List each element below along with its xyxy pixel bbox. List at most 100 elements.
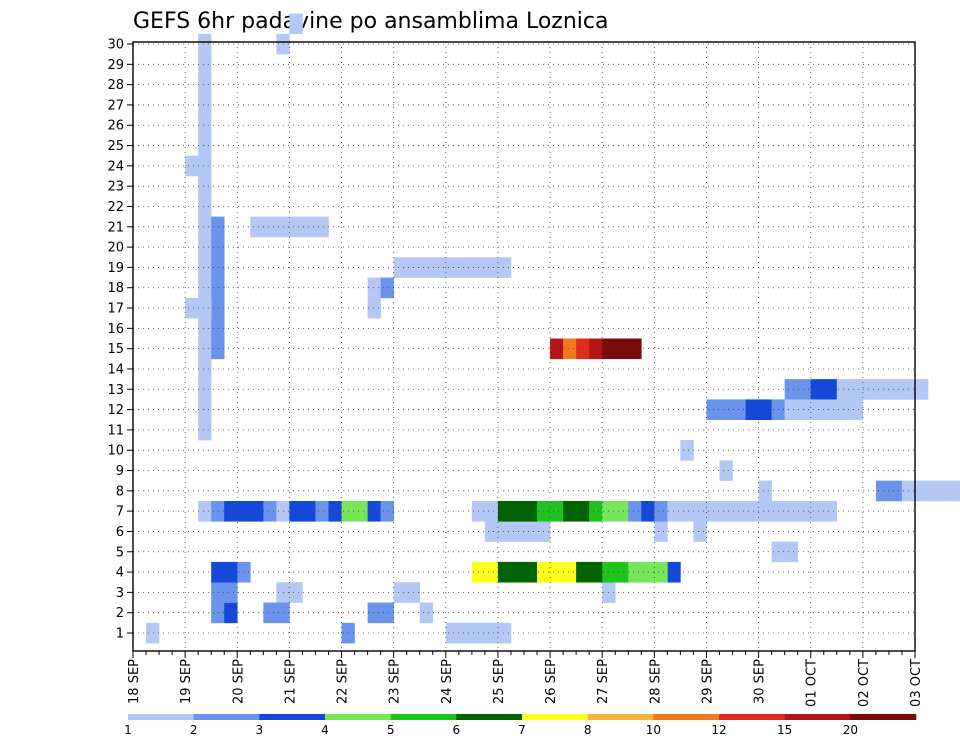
heatmap-cell [654, 521, 668, 542]
y-tick-label: 1 [116, 627, 124, 642]
y-tick-label: 3 [116, 586, 124, 601]
colorbar-label: 15 [777, 723, 792, 737]
heatmap-cell [198, 379, 212, 400]
heatmap-cell [263, 500, 277, 522]
colorbar-swatch [653, 714, 720, 720]
colorbar-label: 2 [190, 723, 198, 737]
heatmap-cell [888, 379, 903, 400]
heatmap-cell [328, 500, 342, 522]
colorbar: 1 2 3 4 5 6 7 8 10 12 15 20 [124, 714, 917, 737]
colorbar-label: 5 [387, 723, 395, 737]
heatmap-cell [224, 500, 238, 522]
colorbar-label: 4 [321, 723, 329, 737]
heatmap-cell [497, 561, 512, 583]
heatmap-cell [289, 582, 303, 603]
heatmap-cell [615, 500, 629, 522]
colorbar-swatch [587, 714, 654, 720]
y-tick-label: 10 [107, 444, 124, 459]
heatmap-cell [198, 115, 212, 136]
y-tick-label: 14 [107, 362, 124, 377]
heatmap-cell [563, 338, 577, 360]
x-tick-label: 28 SEP [648, 659, 663, 704]
heatmap-cell [198, 419, 212, 441]
x-tick-label: 23 SEP [388, 659, 403, 704]
y-tick-label: 5 [116, 545, 124, 560]
heatmap-cell [576, 561, 590, 583]
y-tick-label: 4 [116, 566, 124, 581]
y-tick-label: 25 [107, 139, 124, 154]
heatmap-cell [823, 379, 838, 400]
heatmap-cell [198, 196, 212, 217]
y-tick-label: 17 [107, 302, 124, 317]
x-tick-label: 22 SEP [336, 659, 351, 704]
colorbar-swatch [850, 714, 917, 720]
heatmap-cell [367, 297, 381, 319]
colorbar-swatch [193, 714, 260, 720]
heatmap-cell [954, 480, 960, 502]
heatmap-cell [354, 500, 368, 522]
x-tick-label: 26 SEP [544, 659, 559, 704]
heatmap-cell [367, 500, 381, 522]
y-tick-label: 16 [107, 322, 124, 337]
heatmap-cell [367, 277, 381, 299]
colorbar-swatch [719, 714, 785, 720]
heatmap-cell [380, 602, 394, 624]
colorbar-label: 7 [518, 723, 526, 737]
colorbar-swatch [784, 714, 851, 720]
heatmap-cell [915, 480, 929, 502]
heatmap-cell [667, 500, 681, 522]
y-tick-label: 8 [116, 484, 124, 499]
colorbar-label: 8 [584, 723, 592, 737]
y-tick-label: 29 [107, 58, 124, 73]
heatmap-cell [849, 379, 864, 400]
colorbar-swatch [390, 714, 457, 720]
heatmap-cell [211, 216, 225, 238]
heatmap-cell [875, 379, 890, 400]
heatmap-cell [928, 480, 942, 502]
grid-layer [132, 42, 916, 651]
heatmap-cell [289, 500, 303, 522]
heatmap-cell [915, 379, 929, 400]
heatmap-cell [719, 500, 733, 522]
heatmap-cell [484, 561, 499, 583]
heatmap-cell [198, 236, 212, 258]
heatmap-cell [732, 399, 746, 421]
heatmap-cell [576, 500, 590, 522]
heatmap-cell [198, 318, 212, 339]
heatmap-cell [263, 602, 277, 624]
heatmap-cell [550, 500, 564, 522]
heatmap-cell [875, 480, 890, 502]
heatmap-cell [198, 176, 212, 197]
heatmap-cell [758, 500, 772, 522]
heatmap-cell [797, 399, 812, 421]
heatmap-cell [654, 500, 668, 522]
y-tick-label: 12 [107, 403, 124, 418]
y-tick-label: 15 [107, 342, 124, 357]
heatmap-cell [458, 257, 473, 278]
heatmap-cell [250, 216, 264, 238]
y-tick-label: 2 [116, 606, 124, 621]
heatmap-cell [302, 500, 316, 522]
heatmap-cell [628, 561, 642, 583]
heatmap-cell [497, 257, 512, 278]
heatmap-cell [198, 33, 212, 55]
y-tick-label: 28 [107, 78, 124, 93]
colorbar-label: 20 [843, 723, 858, 737]
heatmap-cell [589, 338, 603, 360]
heatmap-cell [576, 338, 590, 360]
heatmap-cell [810, 500, 825, 522]
heatmap-cell [693, 500, 707, 522]
y-tick-label: 19 [107, 261, 124, 276]
y-tick-label: 11 [107, 423, 124, 438]
x-tick-label: 29 SEP [700, 659, 715, 704]
x-tick-label: 19 SEP [179, 659, 194, 704]
y-tick-label: 26 [107, 119, 124, 134]
heatmap-cell [146, 622, 160, 644]
heatmap-cell [302, 216, 316, 238]
heatmap-cell [810, 379, 825, 400]
y-tick-label: 18 [107, 281, 124, 296]
y-axis: 1234567891011121314151617181920212223242… [107, 38, 133, 642]
heatmap-cell [211, 500, 225, 522]
heatmap-cell [198, 135, 212, 157]
